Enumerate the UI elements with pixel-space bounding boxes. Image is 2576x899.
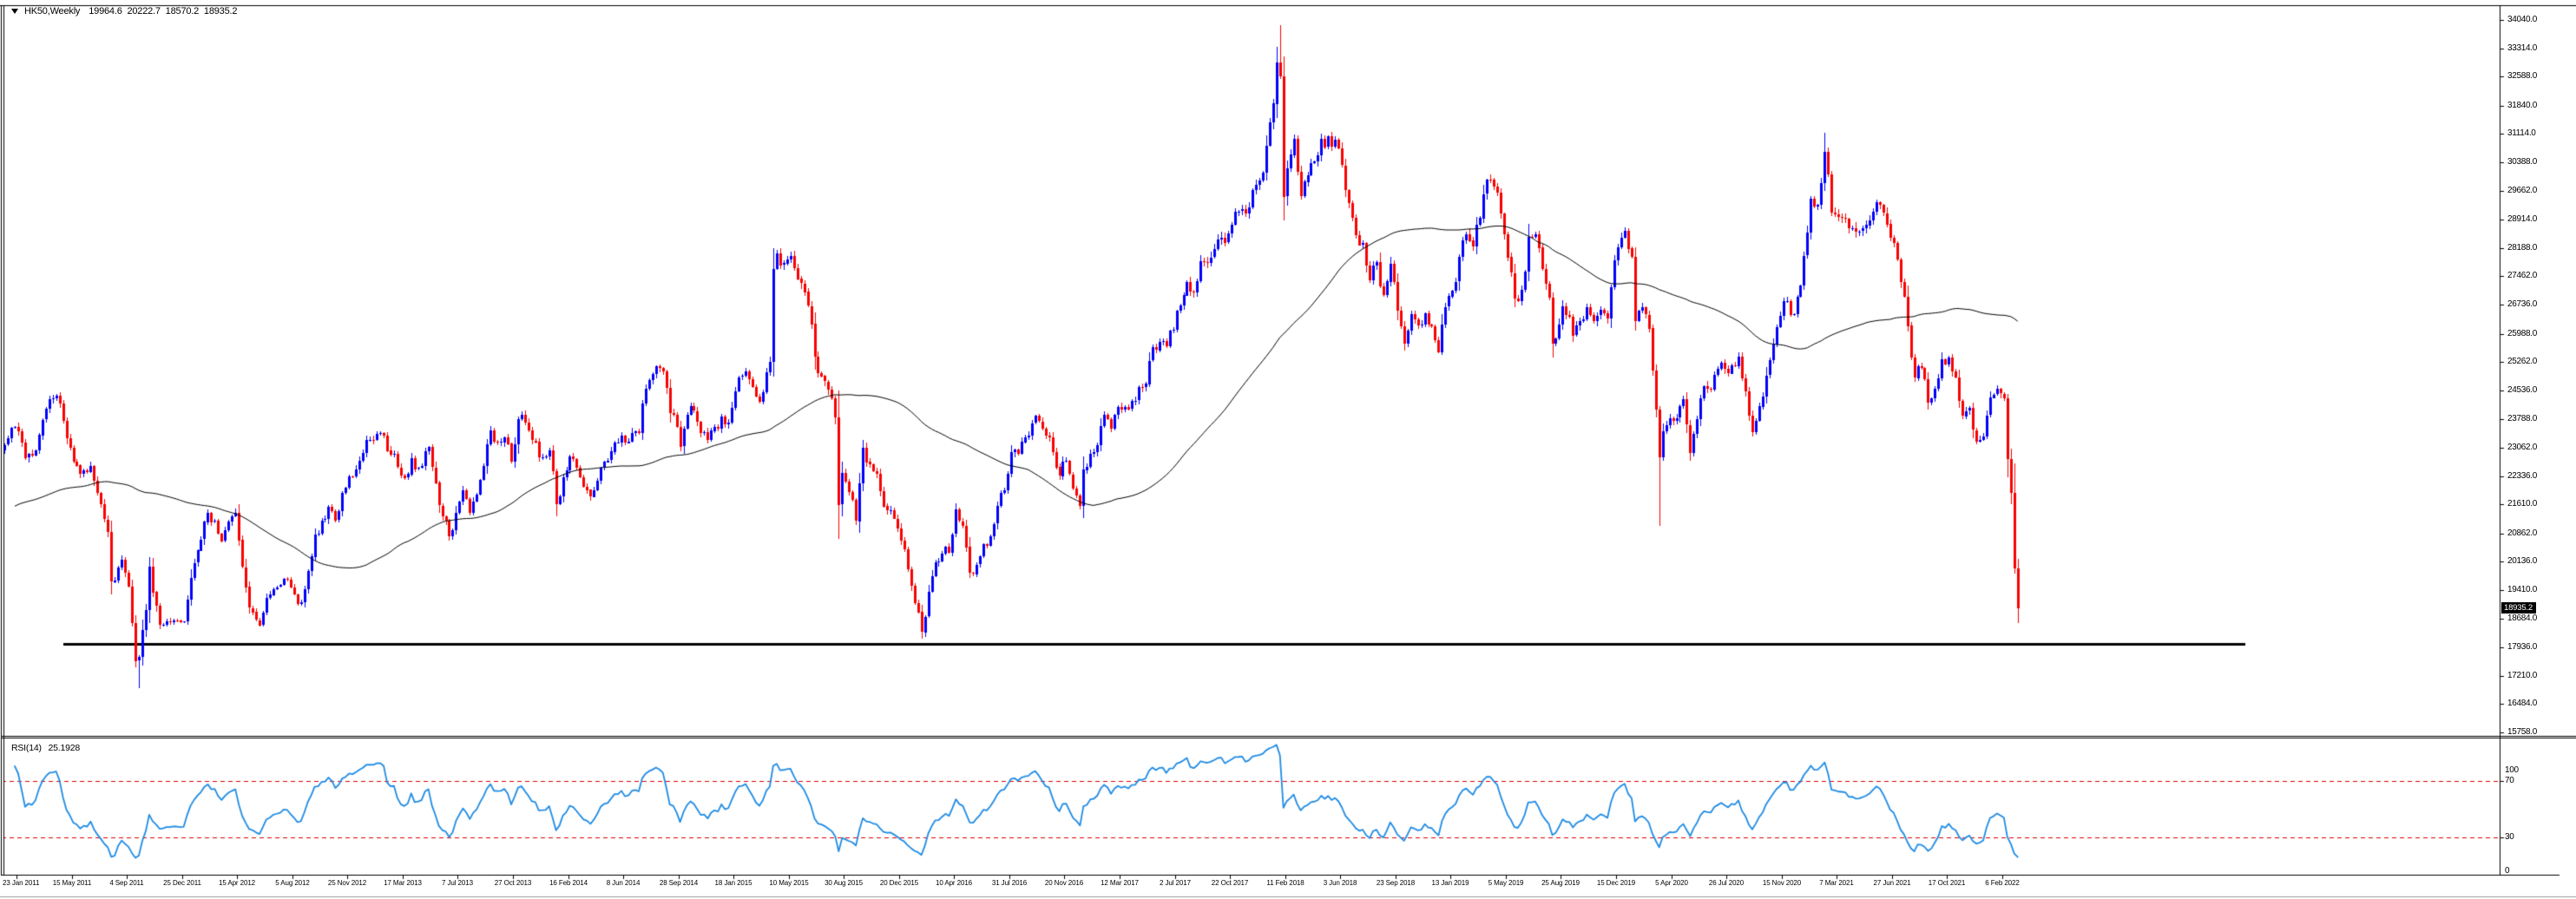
price-label: 31840.0: [2507, 101, 2538, 110]
time-label: 27 Jun 2021: [1873, 879, 1911, 887]
title-ohlc-values: 19964.6 20222.7 18570.2 18935.2: [89, 6, 238, 16]
price-label: 25988.0: [2507, 329, 2538, 338]
time-label: 25 Dec 2011: [163, 879, 201, 887]
time-label: 10 Apr 2016: [935, 879, 973, 887]
time-label: 16 Feb 2014: [549, 879, 588, 887]
symbol-title: HK50,Weekly: [24, 6, 81, 16]
current-price-badge: 18935.2: [2501, 602, 2536, 614]
time-label: 7 Jul 2013: [442, 879, 473, 887]
price-label: 29662.0: [2507, 186, 2538, 195]
time-label: 12 Mar 2017: [1101, 879, 1139, 887]
time-label: 6 Feb 2022: [1985, 879, 2020, 887]
time-label: 23 Sep 2018: [1376, 879, 1416, 887]
time-label: 15 Apr 2012: [218, 879, 256, 887]
rsi-indicator-label: RSI(14): [11, 743, 42, 753]
time-label: 25 Aug 2019: [1541, 879, 1580, 887]
symbol-dropdown-icon[interactable]: [11, 9, 18, 14]
time-label: 20 Dec 2015: [879, 879, 919, 887]
price-label: 15758.0: [2507, 727, 2538, 737]
price-label: 23062.0: [2507, 443, 2538, 452]
price-label: 17210.0: [2507, 671, 2538, 680]
time-label: 31 Jul 2016: [991, 879, 1028, 887]
price-label: 31114.0: [2507, 128, 2536, 138]
price-label: 28914.0: [2507, 214, 2538, 224]
time-label: 25 Nov 2012: [327, 879, 367, 887]
price-label: 20862.0: [2507, 528, 2538, 538]
time-label: 8 Jun 2014: [606, 879, 641, 887]
time-label: 5 Apr 2020: [1655, 879, 1688, 887]
time-label: 23 Jan 2011: [3, 879, 40, 887]
time-label: 11 Feb 2018: [1266, 879, 1304, 887]
time-label: 2 Jul 2017: [1160, 879, 1191, 887]
price-label: 16484.0: [2507, 699, 2538, 708]
time-label: 28 Sep 2014: [659, 879, 699, 887]
time-label: 15 May 2011: [52, 879, 92, 887]
price-label: 18684.0: [2507, 614, 2538, 623]
time-label: 30 Aug 2015: [825, 879, 863, 887]
time-label: 15 Nov 2020: [1762, 879, 1802, 887]
time-label: 5 May 2019: [1488, 879, 1524, 887]
rsi-scale-label: 70: [2505, 776, 2514, 785]
time-label: 7 Mar 2021: [1819, 879, 1854, 887]
price-label: 33314.0: [2507, 43, 2538, 53]
price-label: 19410.0: [2507, 585, 2538, 594]
price-label: 28188.0: [2507, 243, 2538, 253]
time-label: 10 May 2015: [769, 879, 809, 887]
rsi-scale-label: 30: [2505, 832, 2514, 842]
price-label: 17936.0: [2507, 642, 2538, 652]
price-label: 32588.0: [2507, 71, 2538, 81]
time-label: 4 Sep 2011: [109, 879, 144, 887]
price-label: 27462.0: [2507, 271, 2538, 280]
time-label: 17 Oct 2021: [1928, 879, 1966, 887]
rsi-scale-label: 100: [2505, 765, 2519, 775]
price-label: 24536.0: [2507, 385, 2538, 395]
time-label: 5 Aug 2012: [275, 879, 310, 887]
time-label: 27 Oct 2013: [494, 879, 532, 887]
price-label: 23788.0: [2507, 414, 2538, 423]
time-label: 17 Mar 2013: [384, 879, 422, 887]
time-label: 22 Oct 2017: [1211, 879, 1249, 887]
time-label: 18 Jan 2015: [714, 879, 752, 887]
rsi-scale-label: 0: [2505, 866, 2510, 876]
time-label: 3 Jun 2018: [1323, 879, 1357, 887]
price-label: 25262.0: [2507, 357, 2538, 366]
time-label: 15 Dec 2019: [1596, 879, 1636, 887]
rsi-indicator-value: 25.1928: [48, 743, 81, 753]
price-label: 21610.0: [2507, 499, 2538, 509]
price-label: 26736.0: [2507, 299, 2538, 309]
time-label: 20 Nov 2016: [1044, 879, 1084, 887]
chart-title-bar: HK50,Weekly 19964.6 20222.7 18570.2 1893…: [11, 6, 237, 16]
time-label: 13 Jan 2019: [1431, 879, 1469, 887]
rsi-pane-header: RSI(14) 25.1928: [11, 743, 84, 753]
price-label: 20136.0: [2507, 556, 2538, 566]
price-label: 34040.0: [2507, 15, 2538, 24]
time-label: 26 Jul 2020: [1708, 879, 1745, 887]
price-label: 22336.0: [2507, 471, 2538, 481]
price-label: 30388.0: [2507, 157, 2538, 167]
